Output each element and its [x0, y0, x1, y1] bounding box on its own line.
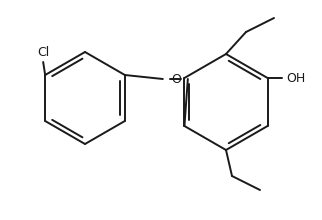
- Text: Cl: Cl: [37, 46, 49, 59]
- Text: OH: OH: [286, 72, 305, 84]
- Text: O: O: [171, 73, 181, 86]
